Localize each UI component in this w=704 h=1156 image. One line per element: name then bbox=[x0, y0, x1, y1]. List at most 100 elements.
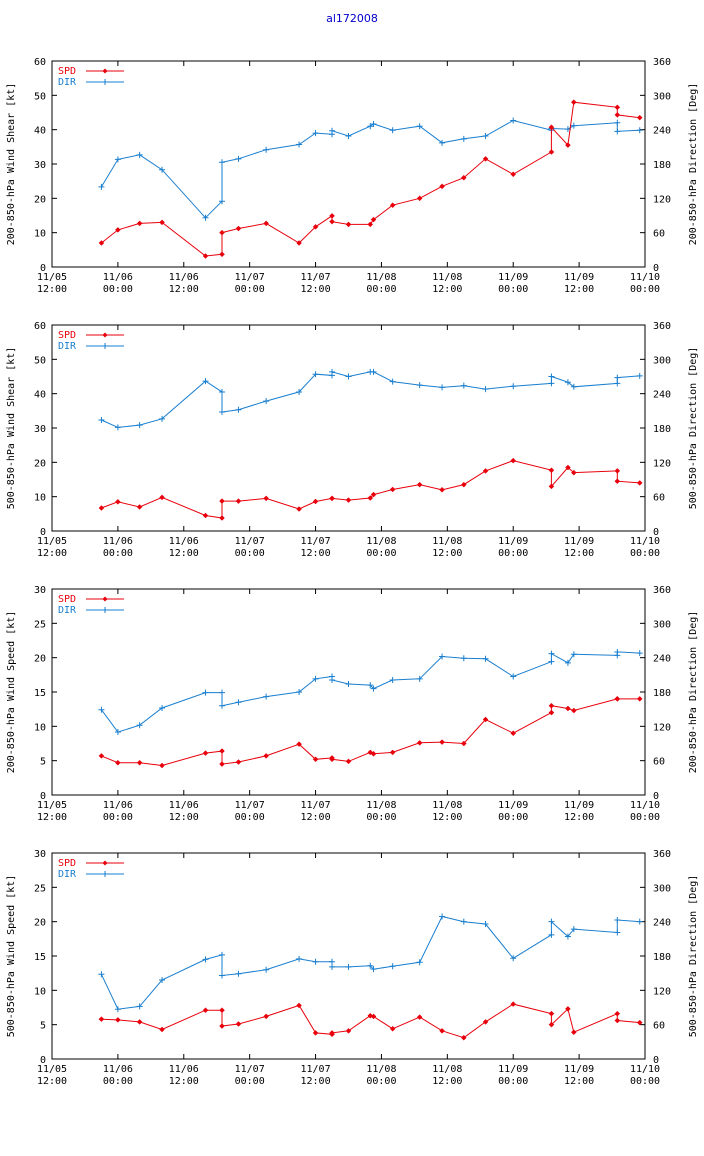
dir-data-point bbox=[159, 415, 166, 422]
x-tick-label: 12:00 bbox=[169, 812, 199, 823]
dir-data-point bbox=[159, 977, 166, 984]
y2-tick-label: 240 bbox=[653, 654, 671, 665]
spd-data-point bbox=[329, 1030, 335, 1036]
y-tick-label: 30 bbox=[34, 424, 46, 435]
legend-marker-dir bbox=[102, 871, 108, 877]
dir-data-point bbox=[159, 705, 166, 712]
dir-data-point bbox=[636, 372, 643, 379]
y2-tick-label: 0 bbox=[653, 527, 659, 538]
spd-data-point bbox=[219, 1023, 225, 1029]
legend-label-dir: DIR bbox=[58, 869, 77, 880]
dir-data-point bbox=[235, 699, 242, 706]
dir-data-point bbox=[312, 958, 319, 965]
x-tick-label: 00:00 bbox=[630, 812, 660, 823]
spd-data-point bbox=[296, 240, 302, 246]
y2-tick-label: 120 bbox=[653, 194, 671, 205]
spd-data-point bbox=[202, 750, 209, 756]
spd-data-point bbox=[570, 1029, 577, 1036]
x-tick-label: 11/08 bbox=[366, 536, 396, 547]
spd-data-point bbox=[370, 491, 377, 498]
x-tick-label: 12:00 bbox=[169, 548, 199, 559]
dir-data-point bbox=[510, 673, 517, 680]
dir-data-point bbox=[548, 373, 555, 380]
spd-data-point bbox=[263, 220, 269, 227]
spd-data-point bbox=[296, 506, 302, 512]
y2-tick-label: 240 bbox=[653, 390, 671, 401]
spd-data-point bbox=[202, 1007, 209, 1014]
dir-data-point bbox=[460, 135, 467, 142]
spd-data-point bbox=[636, 114, 643, 121]
dir-data-point bbox=[263, 693, 270, 700]
x-tick-label: 11/06 bbox=[169, 536, 199, 547]
dir-data-point bbox=[345, 373, 352, 380]
x-tick-label: 11/08 bbox=[432, 272, 462, 283]
dir-data-point bbox=[114, 729, 121, 736]
y-tick-label: 40 bbox=[34, 126, 46, 137]
dir-data-point bbox=[564, 379, 571, 386]
spd-data-point bbox=[367, 495, 374, 501]
legend-label-dir: DIR bbox=[58, 341, 77, 352]
legend-label-spd: SPD bbox=[58, 858, 76, 869]
dir-data-point bbox=[114, 424, 121, 431]
dir-data-point bbox=[218, 198, 225, 205]
spd-data-point bbox=[389, 1025, 396, 1032]
dir-data-point bbox=[389, 378, 396, 385]
spd-data-point bbox=[235, 759, 242, 765]
x-tick-label: 11/05 bbox=[37, 800, 67, 811]
x-tick-label: 12:00 bbox=[301, 284, 331, 295]
x-tick-label: 00:00 bbox=[103, 284, 133, 295]
spd-data-point bbox=[548, 709, 555, 716]
spd-data-point bbox=[219, 229, 225, 236]
dir-data-point bbox=[614, 929, 621, 936]
dir-data-point bbox=[235, 406, 242, 413]
y2-tick-label: 300 bbox=[653, 619, 671, 630]
dir-data-point bbox=[114, 1006, 121, 1013]
spd-series-line bbox=[101, 698, 640, 767]
spd-data-point bbox=[98, 505, 105, 511]
spd-data-point bbox=[367, 221, 374, 228]
x-tick-label: 11/09 bbox=[498, 800, 528, 811]
dir-data-point bbox=[136, 722, 143, 729]
x-tick-label: 11/05 bbox=[37, 272, 67, 283]
x-tick-label: 11/09 bbox=[498, 536, 528, 547]
spd-data-point bbox=[219, 761, 225, 767]
spd-data-point bbox=[345, 758, 352, 765]
x-tick-label: 11/09 bbox=[564, 536, 594, 547]
dir-data-point bbox=[329, 676, 336, 683]
dir-data-point bbox=[218, 159, 225, 166]
y-tick-label: 10 bbox=[34, 986, 46, 997]
y-tick-label: 20 bbox=[34, 458, 46, 469]
spd-data-point bbox=[614, 104, 621, 111]
dir-data-point bbox=[636, 127, 643, 134]
dir-data-point bbox=[202, 956, 209, 963]
dir-series-line bbox=[101, 371, 640, 428]
dir-data-point bbox=[614, 380, 621, 387]
spd-data-point bbox=[389, 749, 396, 756]
x-tick-label: 11/07 bbox=[301, 800, 331, 811]
dir-data-point bbox=[235, 970, 242, 977]
y2-tick-label: 180 bbox=[653, 952, 671, 963]
y-tick-label: 15 bbox=[34, 688, 46, 699]
spd-data-point bbox=[329, 218, 335, 225]
dir-data-point bbox=[636, 918, 643, 925]
dir-data-point bbox=[510, 117, 517, 124]
dir-data-point bbox=[564, 933, 571, 940]
x-tick-label: 12:00 bbox=[564, 1076, 594, 1087]
spd-data-point bbox=[115, 227, 121, 233]
dir-data-point bbox=[98, 971, 105, 978]
dir-data-point bbox=[416, 675, 423, 682]
dir-data-point bbox=[202, 689, 209, 696]
spd-data-point bbox=[219, 498, 225, 504]
y2-tick-label: 300 bbox=[653, 91, 671, 102]
spd-data-point bbox=[636, 1019, 643, 1026]
x-tick-label: 00:00 bbox=[235, 1076, 265, 1087]
x-tick-label: 11/06 bbox=[103, 1064, 133, 1075]
dir-data-point bbox=[296, 141, 303, 148]
y2-tick-label: 60 bbox=[653, 229, 665, 240]
x-tick-label: 00:00 bbox=[630, 1076, 660, 1087]
x-tick-label: 11/07 bbox=[301, 536, 331, 547]
y-tick-label: 25 bbox=[34, 619, 46, 630]
spd-data-point bbox=[482, 1019, 489, 1025]
spd-data-point bbox=[416, 1014, 423, 1020]
spd-data-point bbox=[460, 481, 467, 488]
